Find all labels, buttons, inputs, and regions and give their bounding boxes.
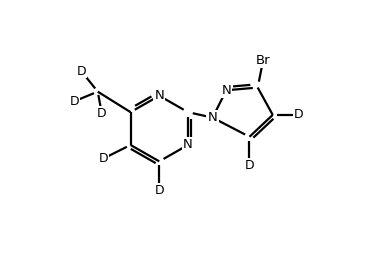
Text: D: D xyxy=(245,159,254,172)
Text: D: D xyxy=(294,108,304,121)
Text: D: D xyxy=(77,65,86,78)
Text: D: D xyxy=(154,184,164,197)
Text: D: D xyxy=(99,152,108,165)
Text: N: N xyxy=(222,84,231,97)
Text: N: N xyxy=(183,138,193,151)
Text: D: D xyxy=(70,95,79,108)
Text: N: N xyxy=(208,111,218,124)
Text: Br: Br xyxy=(256,54,270,67)
Text: D: D xyxy=(97,107,107,120)
Text: N: N xyxy=(154,89,164,102)
